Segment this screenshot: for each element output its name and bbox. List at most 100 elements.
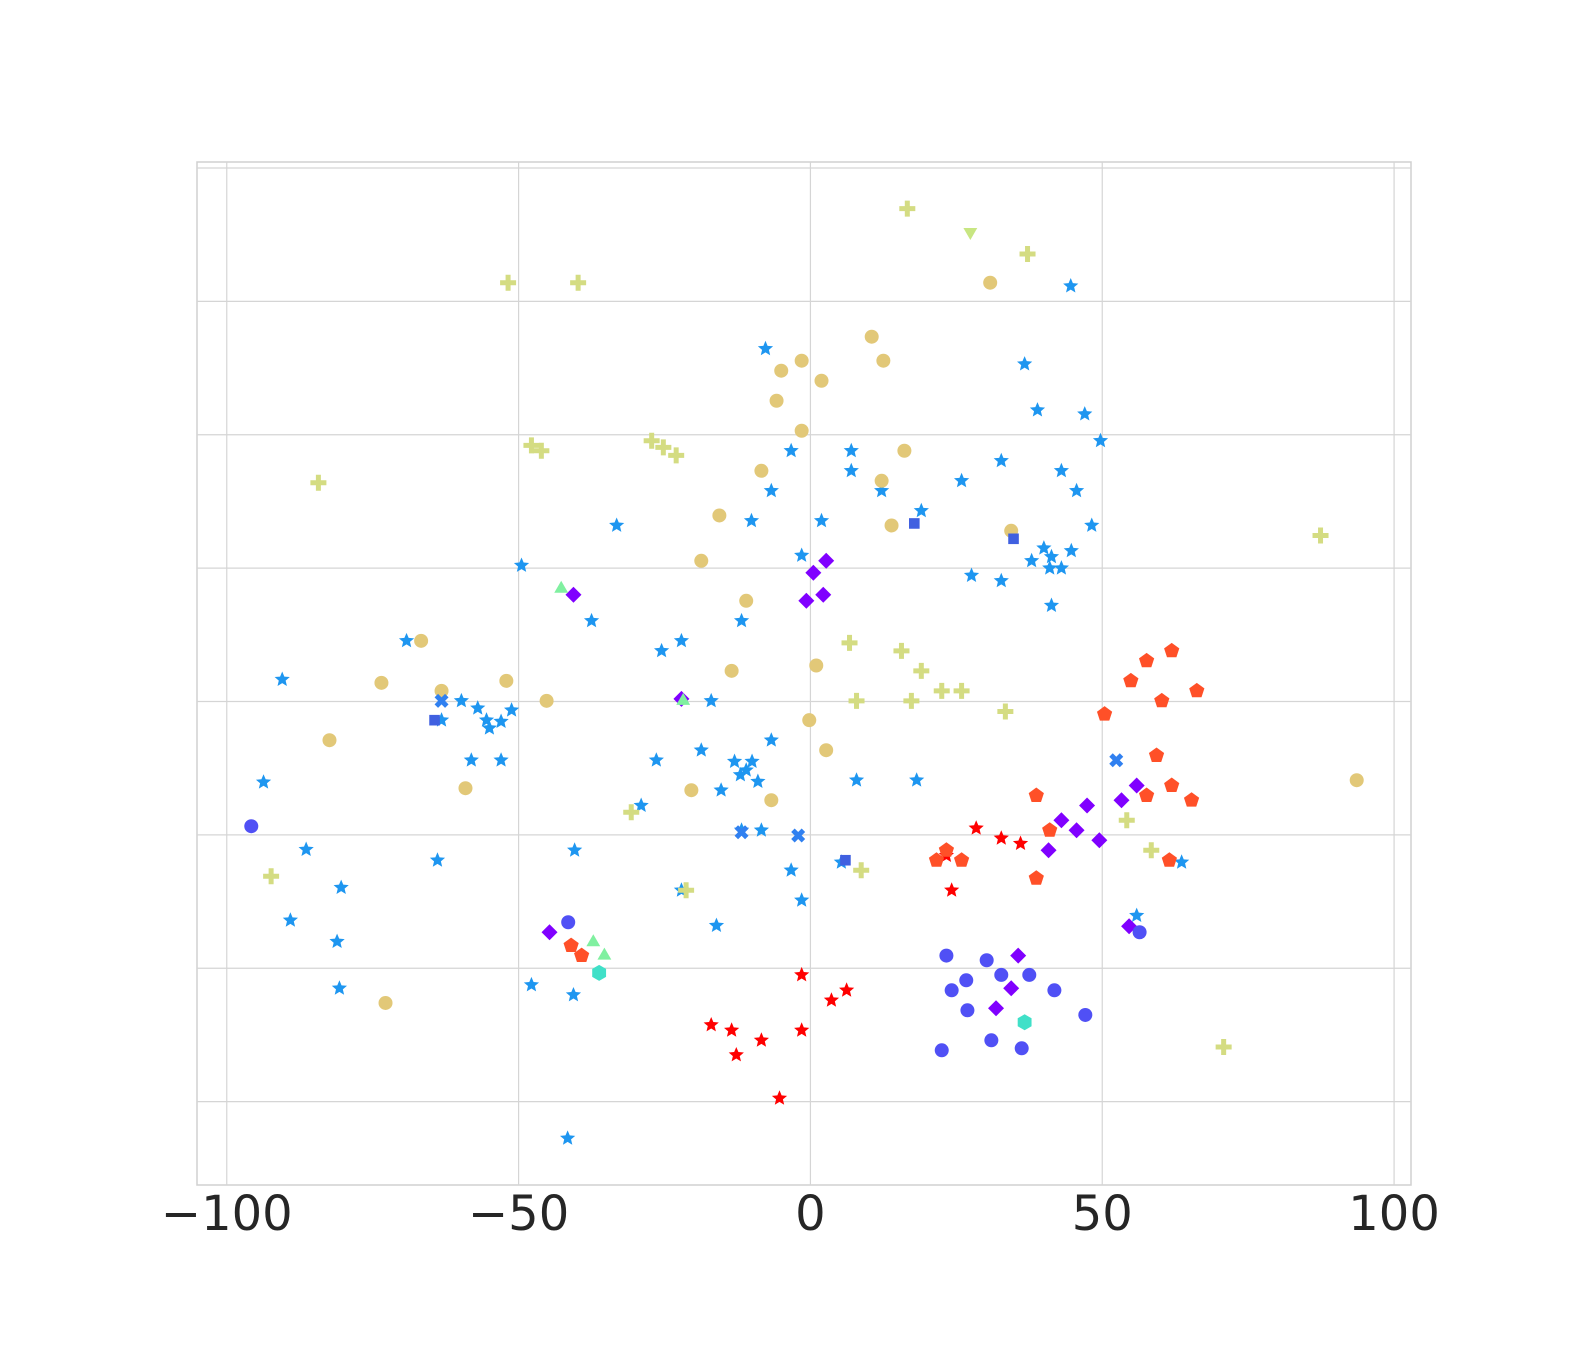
point	[909, 518, 920, 529]
point	[282, 912, 298, 927]
point	[668, 447, 685, 464]
point	[1028, 787, 1044, 803]
point	[928, 852, 945, 867]
point	[771, 1090, 788, 1105]
point	[1128, 777, 1145, 794]
point	[1109, 753, 1124, 768]
point	[893, 642, 910, 659]
point	[841, 634, 858, 651]
point	[1174, 854, 1190, 869]
point	[864, 329, 879, 344]
point	[840, 854, 851, 866]
point	[694, 553, 709, 568]
point	[1164, 642, 1180, 658]
point	[434, 693, 449, 708]
point	[933, 682, 950, 699]
point	[979, 953, 994, 968]
point	[643, 432, 660, 449]
point	[939, 948, 954, 963]
point	[983, 275, 998, 290]
point	[764, 793, 779, 808]
point	[1008, 533, 1019, 545]
point	[470, 700, 486, 715]
point	[554, 580, 569, 593]
point	[903, 692, 920, 709]
point	[994, 967, 1009, 982]
point	[703, 692, 719, 708]
point	[523, 976, 540, 992]
point	[993, 830, 1009, 845]
point	[329, 933, 345, 949]
point	[953, 472, 970, 488]
point	[993, 452, 1009, 468]
point	[609, 517, 625, 532]
point	[597, 947, 612, 960]
point	[1017, 356, 1033, 371]
point	[541, 924, 558, 941]
point	[565, 586, 582, 603]
point	[592, 964, 607, 981]
point	[1091, 832, 1108, 849]
point	[463, 752, 479, 767]
point	[298, 841, 314, 857]
point	[1164, 777, 1180, 793]
point	[728, 1046, 744, 1062]
point	[734, 825, 749, 840]
point	[703, 1016, 719, 1032]
point	[848, 692, 865, 709]
point	[648, 752, 664, 767]
point	[567, 842, 583, 857]
point	[1077, 406, 1093, 421]
point	[753, 1032, 770, 1047]
point	[513, 557, 530, 572]
point	[533, 442, 550, 459]
point	[897, 443, 912, 458]
point	[853, 862, 870, 879]
point	[560, 1130, 576, 1145]
point	[1143, 842, 1160, 859]
point	[798, 592, 815, 609]
point	[805, 564, 822, 581]
point	[754, 463, 769, 478]
point	[1079, 797, 1096, 814]
point	[934, 1043, 949, 1058]
x-tick-label: −100	[161, 1186, 293, 1242]
point	[1042, 560, 1058, 575]
point	[813, 512, 830, 528]
point	[884, 518, 899, 533]
point	[953, 852, 970, 867]
point	[310, 474, 327, 491]
point	[398, 632, 415, 648]
point	[331, 980, 348, 995]
point	[563, 937, 579, 953]
point	[1312, 527, 1329, 544]
point	[1017, 1014, 1032, 1031]
point	[1138, 787, 1155, 803]
point	[500, 274, 517, 291]
point	[1043, 548, 1060, 564]
point	[874, 482, 890, 498]
point	[429, 852, 446, 867]
point	[993, 572, 1009, 588]
point	[743, 512, 760, 528]
point	[968, 820, 984, 835]
point	[1053, 812, 1070, 829]
point	[823, 992, 840, 1007]
plot-area	[196, 161, 1412, 1186]
point	[1183, 792, 1200, 807]
point	[1047, 983, 1062, 998]
point	[769, 393, 784, 408]
point	[724, 1022, 740, 1037]
point	[944, 882, 960, 897]
point	[838, 982, 855, 997]
point	[655, 439, 672, 456]
point	[1189, 682, 1205, 698]
point	[493, 713, 509, 728]
point	[561, 915, 576, 930]
point	[1040, 842, 1057, 859]
point	[1154, 692, 1170, 708]
point	[1084, 517, 1100, 532]
point	[1014, 1041, 1029, 1056]
point	[684, 783, 699, 798]
